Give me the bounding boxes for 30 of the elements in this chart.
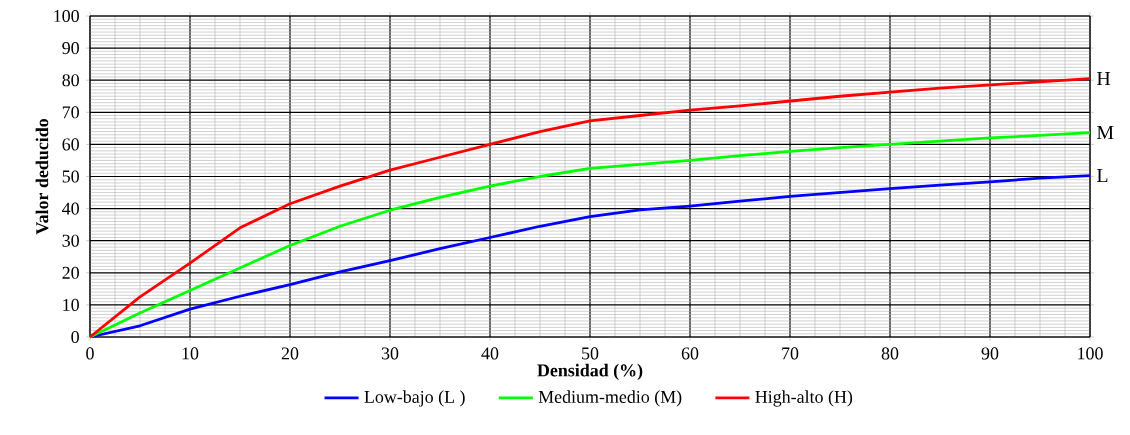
y-tick-label: 40	[62, 202, 79, 215]
x-tick-label: 60	[681, 347, 699, 360]
y-tick-label: 70	[62, 106, 79, 119]
y-axis-title: Valor deducido	[35, 118, 49, 235]
y-tick-label: 50	[62, 170, 79, 183]
x-tick-label: 20	[281, 347, 299, 360]
text: M	[1096, 125, 1114, 140]
x-tick-label: 80	[881, 347, 899, 360]
y-tick-label: 100	[54, 9, 79, 23]
x-axis-title: Densidad (%)	[537, 363, 643, 381]
x-tick-label: 10	[182, 347, 199, 360]
y-tick-label: 30	[62, 234, 79, 247]
legend-label: Low-bajo (L )	[364, 390, 465, 407]
x-tick-label: 0	[86, 347, 94, 360]
x-tick-label: 30	[381, 347, 399, 360]
x-tick-label: 70	[782, 347, 799, 360]
legend-label: Medium-medio (M)	[538, 390, 682, 407]
x-tick-label: 50	[582, 347, 599, 360]
x-tick-label: 90	[981, 347, 999, 360]
y-tick-label: 60	[62, 138, 79, 151]
y-tick-label: 90	[62, 42, 79, 55]
y-tick-label: 80	[62, 74, 79, 87]
x-tick-label: 40	[481, 347, 499, 360]
text: H	[1096, 72, 1111, 86]
legend-label: High-alto (H)	[755, 390, 853, 407]
y-tick-label: 10	[63, 298, 79, 311]
x-tick-label: 100	[1078, 347, 1103, 360]
y-tick-label: 0	[71, 330, 79, 344]
y-tick-label: 20	[62, 266, 79, 279]
text: L	[1096, 169, 1108, 183]
